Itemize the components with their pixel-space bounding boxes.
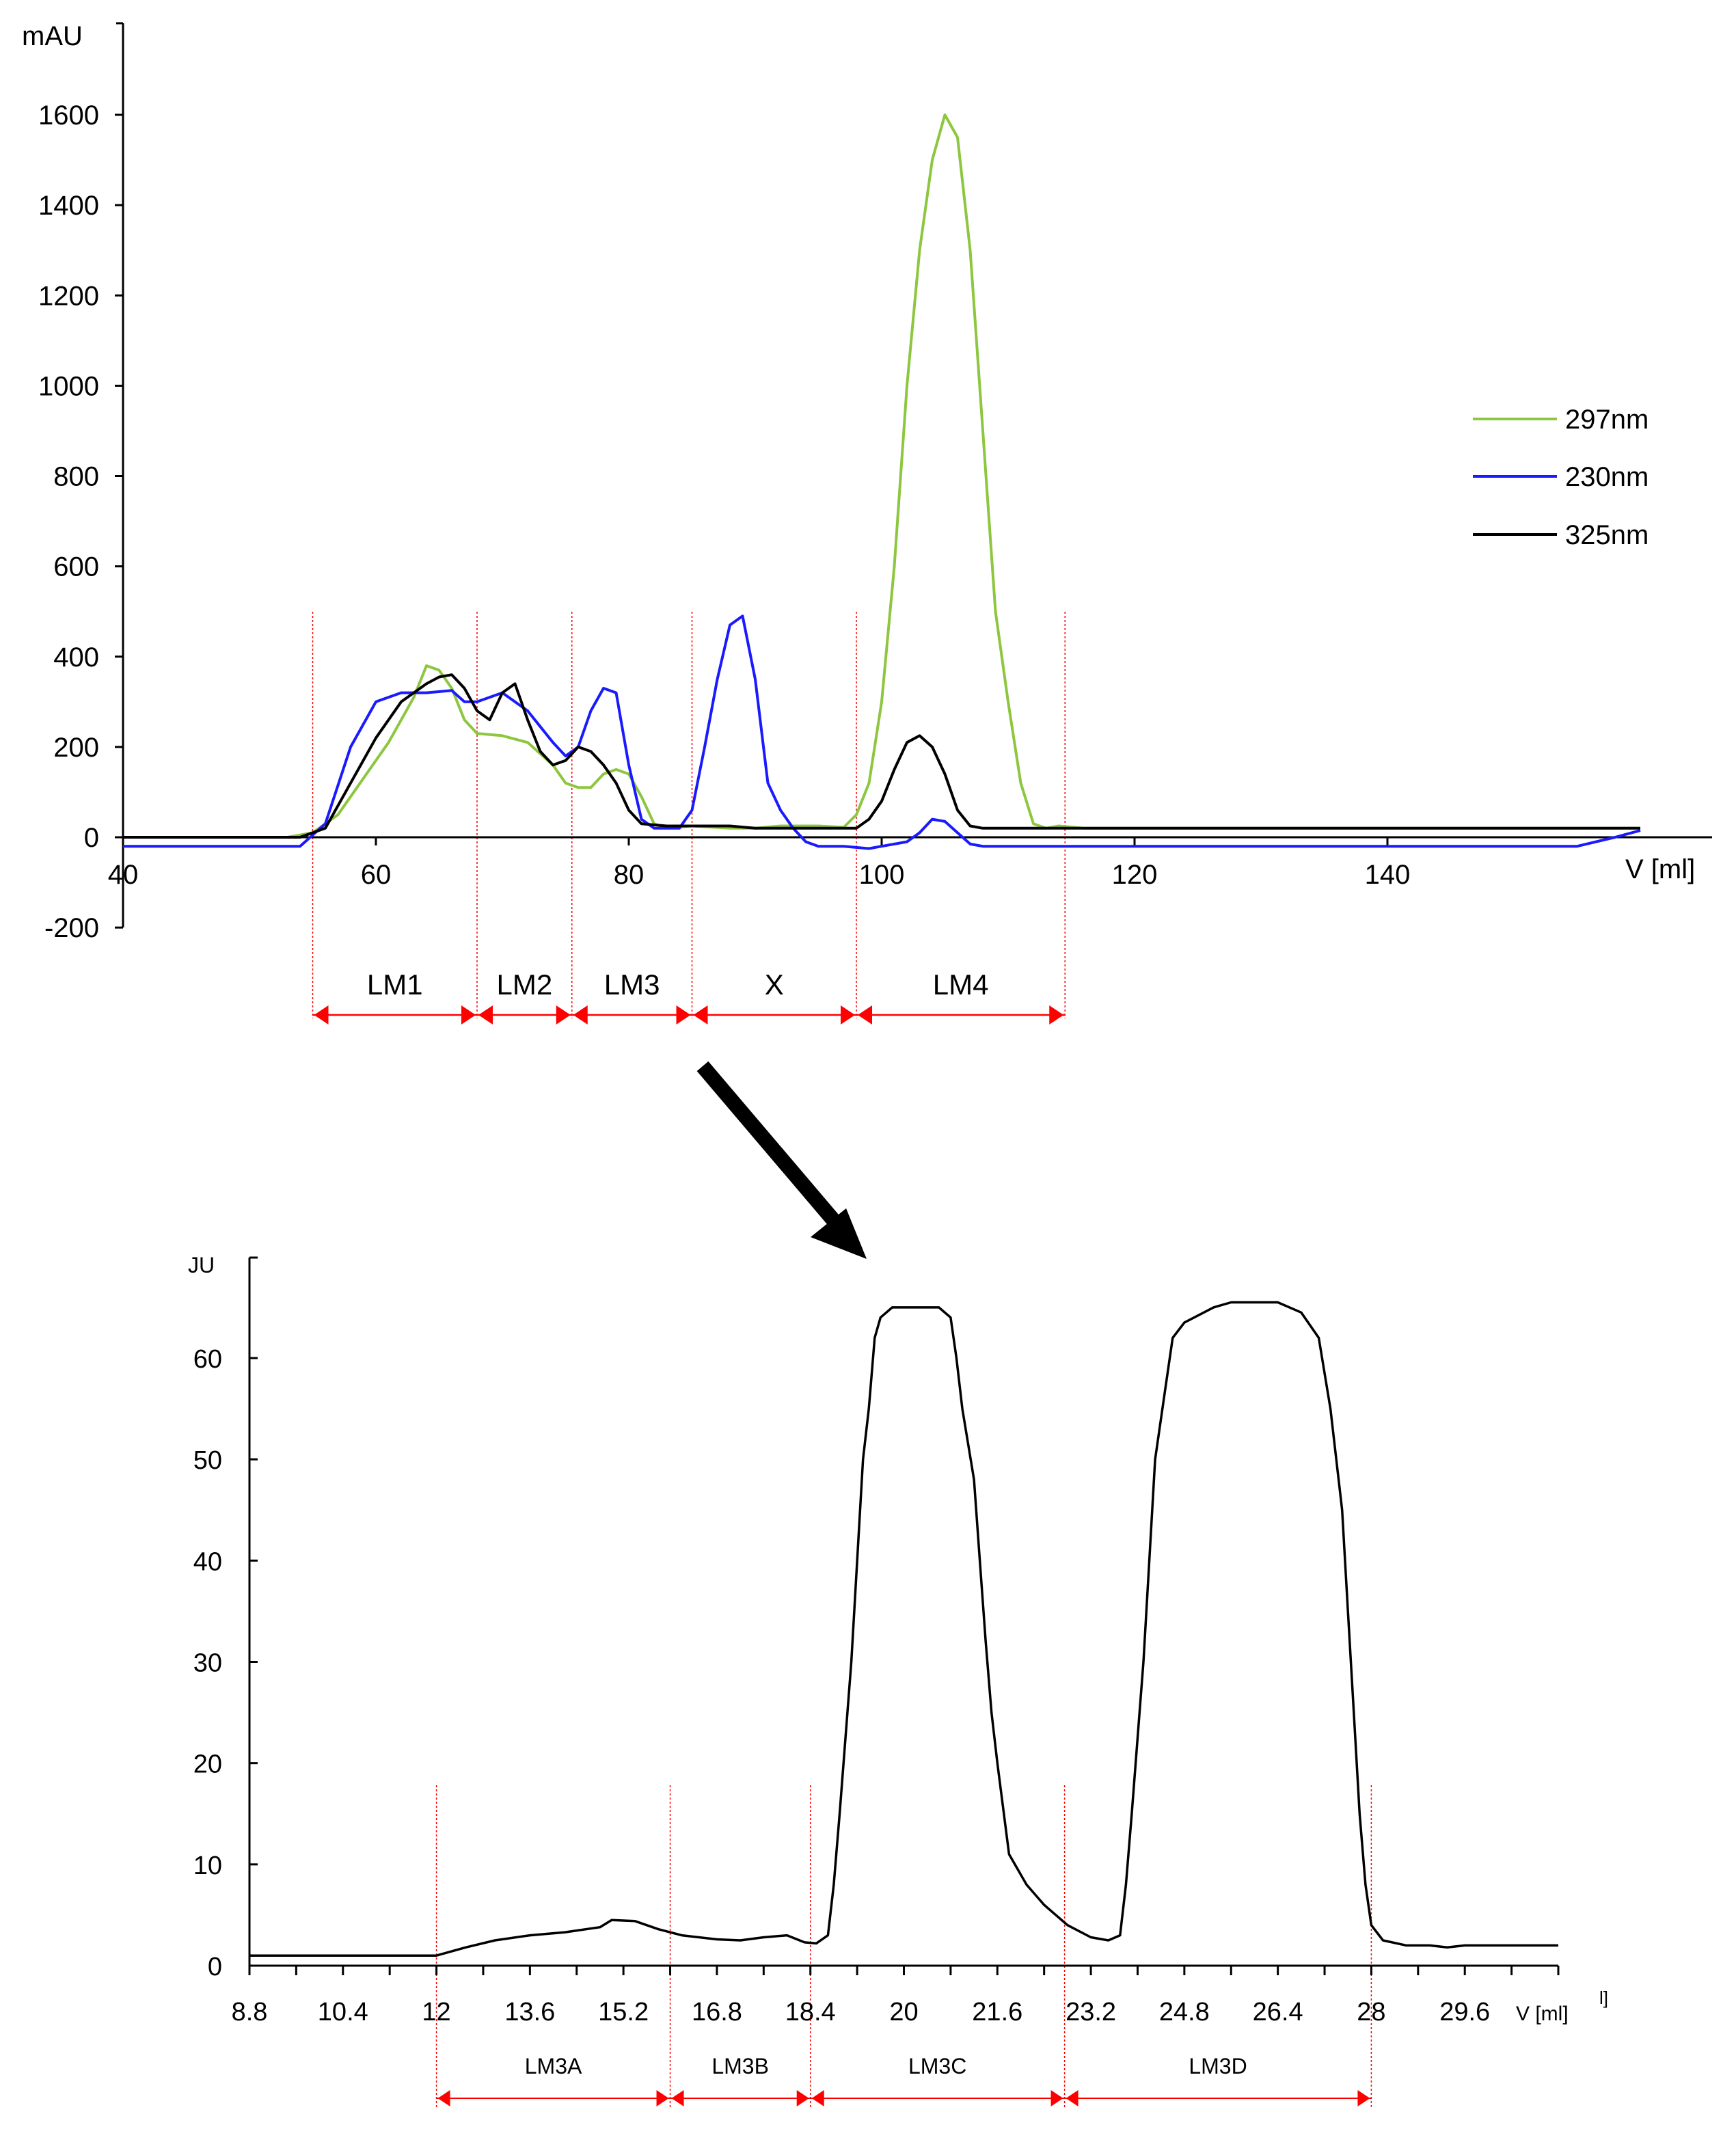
top-y-tick-label: 800 bbox=[53, 462, 99, 492]
fraction-label-LM3A: LM3A bbox=[525, 2054, 582, 2078]
legend-label-297nm: 297nm bbox=[1565, 405, 1649, 435]
bottom-y-tick-label: 50 bbox=[193, 1446, 222, 1475]
top-y-tick-label: -200 bbox=[44, 913, 99, 943]
top-y-label: mAU bbox=[22, 21, 83, 51]
top-x-tick-label: 40 bbox=[108, 860, 139, 890]
series-line-230nm bbox=[123, 614, 1641, 850]
fraction-arrow-left-LM3B bbox=[671, 2090, 684, 2106]
bottom-x-tick-label: 18.4 bbox=[785, 1998, 836, 2026]
fraction-label-LM3D: LM3D bbox=[1189, 2054, 1247, 2078]
top-y-tick-label: 1400 bbox=[38, 191, 99, 221]
top-series bbox=[123, 113, 1641, 850]
fraction-label-LM1: LM1 bbox=[367, 968, 423, 1001]
top-y-tick-label: 400 bbox=[53, 642, 99, 673]
top-y-tick-label: 200 bbox=[53, 733, 99, 763]
top-x-tick-label: 60 bbox=[361, 860, 392, 890]
series-line-297nm bbox=[123, 113, 1640, 839]
bottom-x-label: V [ml] bbox=[1516, 2003, 1569, 2025]
bottom-y-tick-label: 40 bbox=[193, 1547, 222, 1576]
bottom-x-tick-label: 8.8 bbox=[232, 1998, 268, 2026]
fraction-arrow-left-LM3 bbox=[573, 1005, 588, 1025]
top-y-tick-label: 1200 bbox=[38, 281, 99, 311]
legend-label-230nm: 230nm bbox=[1565, 462, 1649, 492]
bottom-x-tick-label: 24.8 bbox=[1159, 1998, 1210, 2026]
legend-label-325nm: 325nm bbox=[1565, 520, 1649, 550]
bottom-x-tick-label: 28 bbox=[1357, 1998, 1385, 2026]
bottom-x-tick-label: 15.2 bbox=[598, 1998, 649, 2026]
top-legend: 297nm 230nm 325nm bbox=[1473, 405, 1649, 550]
fraction-arrow-right-LM2 bbox=[556, 1005, 571, 1025]
fraction-arrow-left-LM2 bbox=[478, 1005, 493, 1025]
bottom-y-tick-label: 10 bbox=[193, 1852, 222, 1880]
fraction-arrow-right-LM3D bbox=[1357, 2090, 1370, 2106]
fraction-arrow-right-LM3 bbox=[676, 1005, 691, 1025]
bottom-x-tick-label: 29.6 bbox=[1439, 1998, 1490, 2026]
top-x-tick-label: 120 bbox=[1112, 860, 1158, 890]
fraction-label-LM3B: LM3B bbox=[711, 2054, 769, 2078]
bottom-x-tick-label: 23.2 bbox=[1066, 1998, 1116, 2026]
bottom-y-tick-label: 30 bbox=[193, 1649, 222, 1678]
fraction-arrow-left-LM4 bbox=[858, 1005, 872, 1025]
fraction-arrow-right-LM1 bbox=[461, 1005, 476, 1025]
bottom-series-line bbox=[249, 1301, 1558, 1957]
fraction-label-LM3C: LM3C bbox=[908, 2054, 966, 2078]
arrow-connector bbox=[696, 1061, 867, 1259]
fraction-label-LM3: LM3 bbox=[604, 968, 660, 1001]
fraction-arrow-right-LM3A bbox=[656, 2090, 669, 2106]
top-chart: mAU -200 0 200 400 600 800 1000 1200 1400 1600 40 60… bbox=[22, 21, 1712, 1025]
fraction-arrow-left-LM3C bbox=[811, 2090, 824, 2106]
top-x-tick-label: 80 bbox=[614, 860, 645, 890]
bottom-y-label: JU bbox=[188, 1253, 215, 1277]
bottom-x-tick-label: 10.4 bbox=[318, 1998, 368, 2026]
bottom-fraction-arrows: LM3A LM3B LM3C LM3D bbox=[436, 2054, 1372, 2106]
bottom-y-tick-label: 60 bbox=[193, 1345, 222, 1374]
top-axes: mAU -200 0 200 400 600 800 1000 1200 1400 1600 40 60… bbox=[22, 21, 1712, 943]
top-fraction-arrows: LM1 LM2 LM3 X LM4 bbox=[312, 968, 1066, 1025]
top-x-tick-label: 100 bbox=[859, 860, 905, 890]
bottom-x-tick-label: 12 bbox=[422, 1998, 450, 2026]
fraction-label-LM4: LM4 bbox=[933, 968, 989, 1001]
top-y-tick-label: 1600 bbox=[38, 100, 99, 131]
top-y-tick-label: 1000 bbox=[38, 371, 99, 401]
fraction-arrow-left-LM1 bbox=[314, 1005, 329, 1025]
top-x-tick-label: 140 bbox=[1365, 860, 1411, 890]
top-y-tick-label: 0 bbox=[84, 823, 99, 853]
fraction-arrow-right-X bbox=[841, 1005, 855, 1025]
bottom-x-tick-label: 16.8 bbox=[692, 1998, 742, 2026]
bottom-y-tick-label: 20 bbox=[193, 1750, 222, 1779]
top-x-label: V [ml] bbox=[1625, 854, 1695, 884]
bottom-series bbox=[249, 1301, 1558, 1957]
fraction-arrow-right-LM3B bbox=[796, 2090, 809, 2106]
bottom-fraction-lines bbox=[435, 1784, 1372, 2107]
fraction-arrow-right-LM3C bbox=[1050, 2090, 1063, 2106]
fraction-arrow-right-LM4 bbox=[1049, 1005, 1064, 1025]
fraction-arrow-left-LM3A bbox=[437, 2090, 450, 2106]
bottom-x-tick-label: 21.6 bbox=[972, 1998, 1022, 2026]
bottom-x-tick-label: 13.6 bbox=[504, 1998, 555, 2026]
fraction-arrow-left-LM3D bbox=[1066, 2090, 1079, 2106]
bottom-y-tick-label: 0 bbox=[208, 1953, 222, 1981]
bottom-extra-text: l] bbox=[1599, 1988, 1608, 2008]
fraction-label-LM2: LM2 bbox=[497, 968, 553, 1001]
bottom-x-tick-label: 26.4 bbox=[1253, 1998, 1303, 2026]
series-line-325nm bbox=[123, 673, 1640, 839]
fraction-label-X: X bbox=[765, 968, 784, 1001]
bottom-chart: JU 0 10 20 30 40 50 60 8.8 10.4 12 13.6 15.2 16.8 18.4… bbox=[188, 1253, 1608, 2107]
bottom-axes: JU 0 10 20 30 40 50 60 8.8 10.4 12 13.6 15.2 16.8 18.4… bbox=[188, 1253, 1608, 2026]
fraction-arrow-left-X bbox=[693, 1005, 708, 1025]
bottom-x-tick-label: 20 bbox=[889, 1998, 918, 2026]
top-y-tick-label: 600 bbox=[53, 552, 99, 582]
